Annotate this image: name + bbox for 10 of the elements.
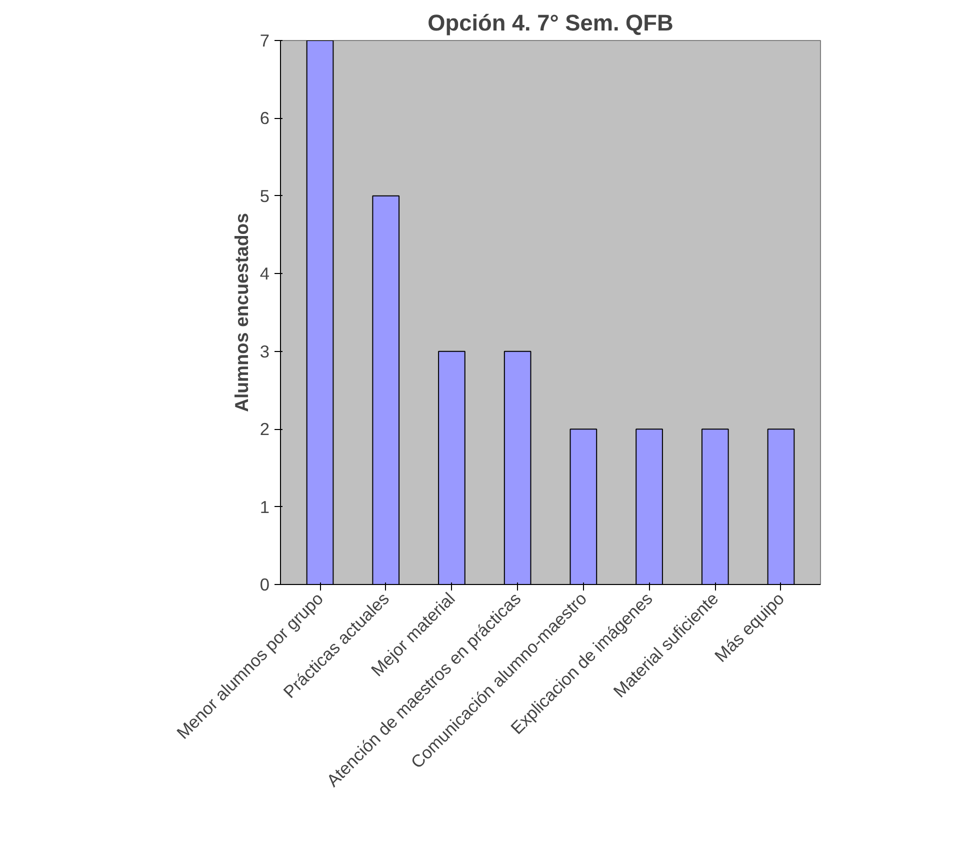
- chart-title: Opción 4. 7° Sem. QFB: [428, 10, 674, 36]
- y-tick-label: 0: [260, 574, 270, 594]
- y-tick-label: 6: [260, 108, 270, 128]
- y-tick-label: 7: [260, 30, 270, 50]
- y-tick-label: 3: [260, 341, 270, 362]
- y-tick-label: 2: [260, 419, 270, 440]
- y-tick-label: 4: [260, 264, 270, 284]
- y-tick-label: 1: [260, 496, 270, 517]
- y-axis-title: Alumnos encuestados: [230, 212, 252, 412]
- y-tick-label: 5: [260, 186, 270, 206]
